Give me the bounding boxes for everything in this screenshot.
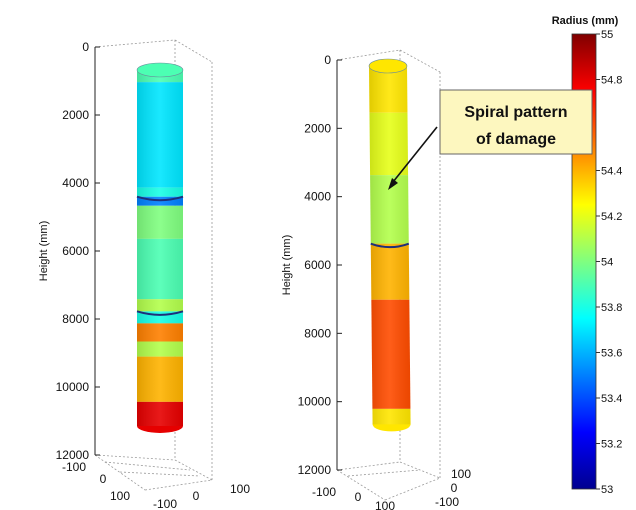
left-height-tick-label: 10000 bbox=[56, 380, 90, 394]
right-x-tick-0: 0 bbox=[355, 490, 362, 504]
left-height-tick-label: 0 bbox=[82, 40, 89, 54]
left-y-tick-neg100: -100 bbox=[153, 497, 177, 510]
right-y-tick-neg100: -100 bbox=[435, 495, 459, 509]
colorbar-tick-label: 53.8 bbox=[601, 302, 622, 314]
left-x-tick-neg100: -100 bbox=[62, 460, 86, 474]
left-height-tick-label: 6000 bbox=[62, 244, 89, 258]
colorbar-ticks: 55 54.8 54.4 54.2 54 53.8 53.6 53.4 53.2 53 bbox=[596, 29, 622, 496]
left-y-axis-label: Height (mm) bbox=[38, 221, 50, 282]
right-y-axis-label: Height (mm) bbox=[281, 235, 293, 296]
colorbar-tick-label: 55 bbox=[601, 29, 613, 41]
right-height-tick-label: 8000 bbox=[304, 326, 331, 340]
callout-line-2: of damage bbox=[476, 131, 556, 148]
left-joint-line bbox=[136, 195, 184, 202]
callout-box bbox=[439, 89, 593, 155]
left-height-tick-label: 2000 bbox=[62, 108, 89, 122]
left-top-cap bbox=[136, 62, 184, 78]
colorbar-title: Radius (mm) bbox=[552, 15, 619, 27]
right-height-tick-label: 0 bbox=[324, 53, 331, 67]
left-joint-line bbox=[136, 310, 184, 316]
colorbar-tick-label: 54 bbox=[601, 257, 613, 269]
right-height-tick-label: 4000 bbox=[304, 190, 331, 204]
left-y-tick-100: 100 bbox=[230, 482, 250, 496]
colorbar-tick-label: 53 bbox=[601, 484, 613, 496]
right-joint-line bbox=[370, 242, 410, 249]
left-height-ticks: 0 2000 4000 6000 8000 10000 12000 bbox=[56, 40, 100, 462]
right-cylinder bbox=[368, 58, 411, 432]
callout-arrow bbox=[392, 126, 438, 183]
colorbar-tick-label: 53.2 bbox=[601, 439, 622, 451]
right-shading bbox=[369, 66, 411, 425]
colorbar-tick-label: 54.8 bbox=[601, 75, 622, 87]
left-y-tick-0: 0 bbox=[193, 489, 200, 503]
colorbar-tick-label: 54.2 bbox=[601, 211, 622, 223]
left-height-tick-label: 12000 bbox=[56, 448, 90, 462]
right-top-cap bbox=[368, 58, 408, 74]
right-y-tick-0: 0 bbox=[451, 481, 458, 495]
colorbar-tick-label: 53.6 bbox=[601, 348, 622, 360]
right-height-tick-label: 10000 bbox=[298, 395, 332, 409]
colorbar-tick-label: 54.4 bbox=[601, 166, 622, 178]
left-cylinder bbox=[136, 62, 184, 433]
right-y-tick-100: 100 bbox=[451, 467, 471, 481]
left-x-tick-0: 0 bbox=[100, 472, 107, 486]
right-height-tick-label: 12000 bbox=[298, 463, 332, 477]
left-shading bbox=[137, 70, 183, 426]
callout-arrowhead bbox=[388, 178, 398, 190]
right-x-tick-neg100: -100 bbox=[312, 485, 336, 499]
left-height-tick-label: 8000 bbox=[62, 312, 89, 326]
right-x-tick-100: 100 bbox=[375, 499, 395, 510]
colorbar: Radius (mm) 55 54.8 54.4 54.2 54 53.8 53.6 53.4… bbox=[552, 15, 623, 496]
callout: Spiral pattern of damage bbox=[388, 89, 593, 190]
right-height-tick-label: 6000 bbox=[304, 258, 331, 272]
right-height-ticks: 0 2000 4000 6000 8000 10000 12000 bbox=[298, 53, 342, 477]
callout-line-1: Spiral pattern bbox=[464, 104, 567, 121]
right-height-tick-label: 2000 bbox=[304, 121, 331, 135]
colorbar-tick-label: 53.4 bbox=[601, 393, 622, 405]
left-x-tick-100: 100 bbox=[110, 489, 130, 503]
left-height-tick-label: 4000 bbox=[62, 176, 89, 190]
